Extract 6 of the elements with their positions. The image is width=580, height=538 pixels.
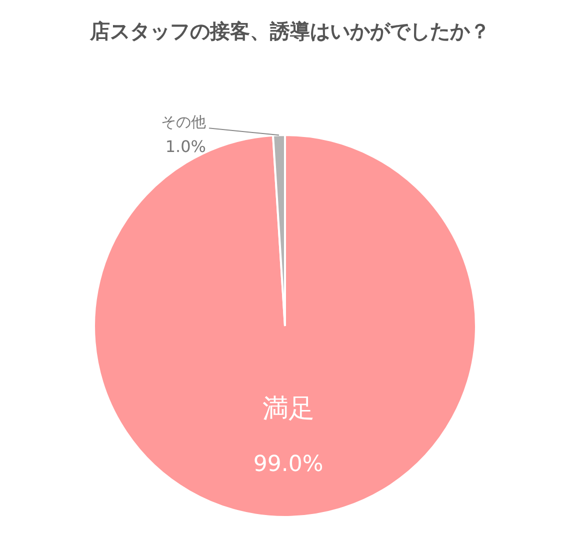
slice-label: その他 [161,113,206,132]
chart-title: 店スタッフの接客、誘導はいかがでしたか？ [88,18,491,45]
data-label: 1.0% [165,137,206,156]
pie-slice [93,134,477,518]
data-label: 99.0% [253,452,324,477]
slice-label: 満足 [262,394,314,424]
